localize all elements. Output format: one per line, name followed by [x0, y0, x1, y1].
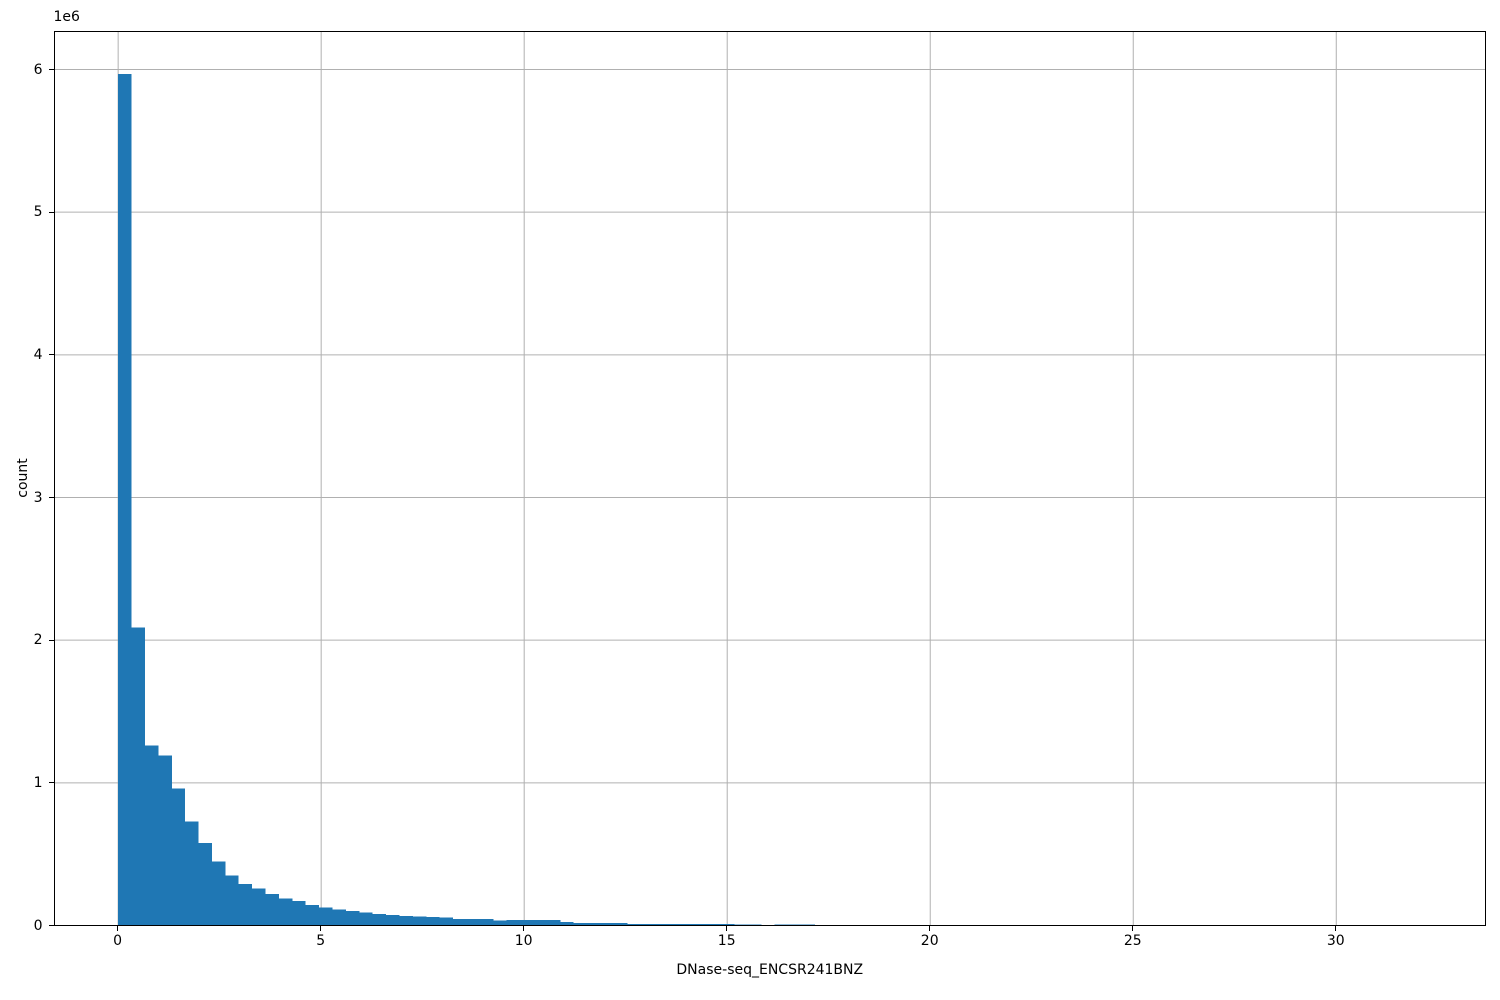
- x-tick-mark: [117, 925, 119, 931]
- histogram-bar: [425, 917, 440, 926]
- histogram-bar: [787, 924, 802, 926]
- y-tick-mark: [48, 354, 54, 356]
- histogram-bar: [332, 909, 346, 926]
- histogram-bar: [533, 920, 547, 926]
- x-tick-label: 20: [920, 932, 939, 949]
- histogram-bar: [707, 924, 721, 926]
- histogram-bar: [600, 922, 614, 926]
- y-tick-label: 2: [33, 632, 43, 649]
- y-tick-label: 5: [33, 204, 43, 221]
- y-tick-mark: [48, 639, 54, 641]
- histogram-bar: [559, 921, 574, 926]
- histogram-bar: [734, 924, 748, 926]
- histogram-bar: [506, 919, 520, 926]
- histogram-bar: [265, 894, 279, 926]
- x-tick-label: 25: [1123, 932, 1142, 949]
- histogram-bar: [546, 920, 560, 926]
- y-tick-mark: [48, 496, 54, 499]
- histogram-bar: [372, 914, 386, 926]
- x-tick-label: 30: [1326, 932, 1345, 949]
- histogram-bar: [720, 924, 735, 926]
- y-tick-label: 6: [33, 61, 43, 78]
- x-tick-mark: [523, 925, 525, 931]
- histogram-bar: [184, 821, 199, 926]
- y-tick-label: 0: [33, 917, 43, 934]
- histogram-bar: [238, 884, 252, 926]
- x-tick-mark: [1132, 925, 1134, 931]
- histogram-bar: [278, 898, 292, 926]
- histogram-bar: [385, 914, 400, 926]
- y-tick-label: 4: [33, 346, 43, 363]
- histogram-bar: [412, 916, 426, 926]
- x-tick-mark: [726, 925, 728, 931]
- histogram-bar: [640, 923, 654, 926]
- y-tick-mark: [48, 68, 54, 71]
- y-axis-label: count: [14, 458, 31, 498]
- histogram-bar: [747, 924, 761, 926]
- x-tick-label: 0: [113, 932, 123, 949]
- histogram-bar: [626, 923, 641, 926]
- histogram-bar: [667, 923, 681, 926]
- x-tick-label: 10: [514, 932, 533, 949]
- histogram-bar: [358, 912, 373, 926]
- x-tick-label: 5: [316, 932, 326, 949]
- x-tick-mark: [320, 925, 322, 931]
- histogram-bar: [117, 73, 132, 926]
- histogram-bar: [198, 842, 212, 926]
- histogram-bar: [131, 627, 145, 926]
- y-axis-offset-text: 1e6: [53, 9, 80, 25]
- histogram-bar: [573, 922, 587, 926]
- histogram-bar: [439, 917, 453, 926]
- histogram-bar: [171, 788, 185, 926]
- y-tick-label: 3: [33, 489, 43, 506]
- histogram-bar: [653, 923, 668, 926]
- histogram-bar: [157, 755, 172, 926]
- y-tick-label: 1: [33, 774, 43, 791]
- x-tick-mark: [929, 925, 931, 931]
- histogram-bar: [318, 907, 333, 926]
- histogram-bar: [519, 920, 534, 926]
- histogram-bar: [613, 922, 627, 926]
- y-tick-mark: [48, 782, 54, 784]
- x-tick-label: 15: [717, 932, 736, 949]
- histogram-bar: [251, 888, 266, 926]
- histogram-bar: [693, 924, 708, 926]
- x-axis-label: DNase-seq_ENCSR241BNZ: [676, 961, 864, 978]
- y-tick-mark: [48, 924, 54, 927]
- histogram-bar: [801, 924, 815, 926]
- histogram-bar: [211, 861, 225, 926]
- histogram-bar: [479, 919, 493, 926]
- histogram-bar: [345, 911, 359, 926]
- histogram-bar: [291, 901, 306, 926]
- histogram-bar: [586, 922, 601, 926]
- histogram-canvas: [53, 31, 1486, 926]
- histogram-bar: [144, 745, 158, 926]
- y-tick-mark: [48, 211, 54, 213]
- histogram-bar: [452, 918, 467, 926]
- histogram-bar: [492, 920, 507, 926]
- histogram-bar: [774, 924, 788, 926]
- histogram-bar: [305, 905, 319, 926]
- x-tick-mark: [1335, 925, 1337, 931]
- plot-area: 0 5 10 15 20 25 30 0 1 2 3 4 5 6 1e6 DNase-seq_ENCSR2…: [15, 10, 1486, 978]
- histogram-bar: [224, 875, 239, 926]
- histogram-bar: [680, 923, 694, 926]
- histogram-bar: [399, 916, 413, 926]
- histogram-bar: [466, 919, 480, 926]
